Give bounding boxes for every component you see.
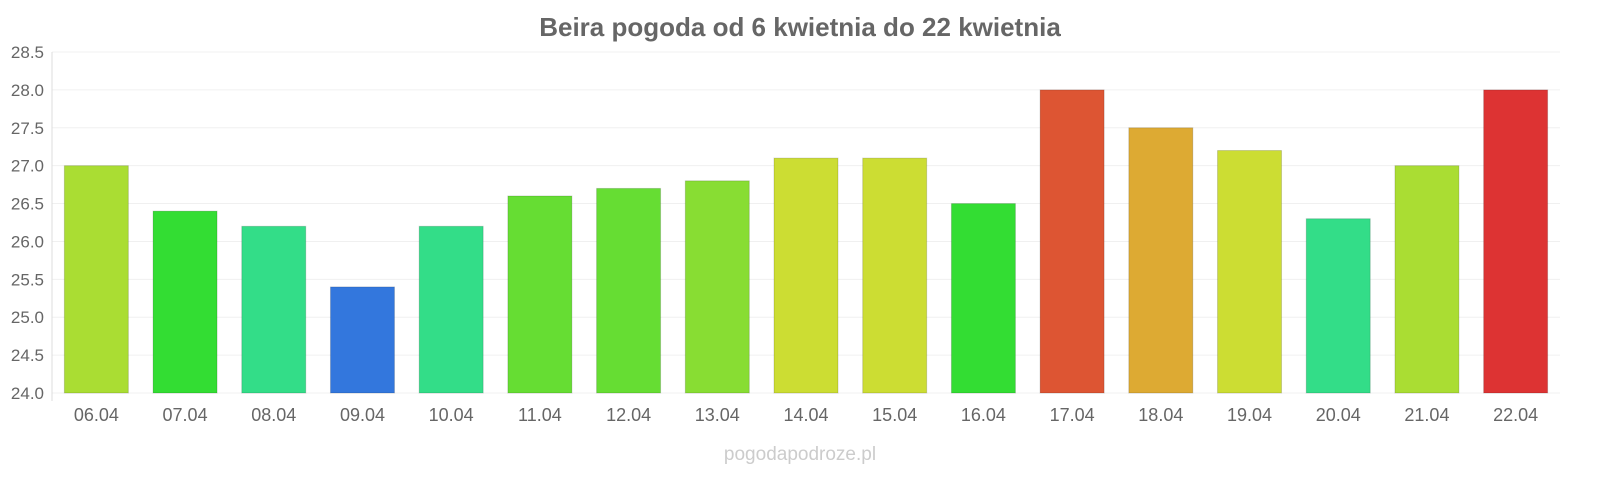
bar-20.04[interactable]: [1305, 218, 1371, 394]
y-tick-label: 28.0: [11, 81, 44, 100]
x-tick-label: 11.04: [518, 405, 562, 425]
bar-14.04[interactable]: [773, 157, 839, 394]
x-tick-label: 18.04: [1138, 405, 1183, 425]
bar-21.04[interactable]: [1394, 165, 1460, 394]
bar-16.04[interactable]: [950, 203, 1016, 394]
bar-18.04[interactable]: [1128, 127, 1194, 394]
y-tick-label: 25.5: [11, 270, 44, 289]
bar-19.04[interactable]: [1217, 150, 1283, 394]
bar-22.04[interactable]: [1483, 89, 1549, 394]
bar-10.04[interactable]: [418, 225, 484, 394]
x-tick-label: 10.04: [429, 405, 474, 425]
y-tick-label: 27.0: [11, 157, 44, 176]
x-tick-label: 20.04: [1316, 405, 1361, 425]
bar-06.04[interactable]: [63, 165, 129, 394]
x-tick-label: 12.04: [606, 405, 651, 425]
y-tick-label: 26.0: [11, 232, 44, 251]
x-tick-label: 19.04: [1227, 405, 1272, 425]
x-tick-label: 21.04: [1404, 405, 1449, 425]
x-tick-label: 17.04: [1050, 405, 1095, 425]
chart-title: Beira pogoda od 6 kwietnia do 22 kwietni…: [539, 12, 1061, 42]
bar-17.04[interactable]: [1039, 89, 1105, 394]
bar-07.04[interactable]: [152, 210, 218, 394]
bar-12.04[interactable]: [596, 187, 662, 394]
bar-15.04[interactable]: [862, 157, 928, 394]
y-tick-label: 24.0: [11, 384, 44, 403]
x-tick-label: 08.04: [251, 405, 296, 425]
bar-08.04[interactable]: [241, 225, 307, 394]
y-tick-label: 26.5: [11, 195, 44, 214]
credit-watermark: pogodapodroze.pl: [724, 444, 876, 465]
x-tick-label: 22.04: [1493, 405, 1538, 425]
x-tick-label: 16.04: [961, 405, 1006, 425]
x-tick-label: 09.04: [340, 405, 385, 425]
x-tick-label: 13.04: [695, 405, 740, 425]
y-tick-label: 25.0: [11, 308, 44, 327]
x-tick-label: 14.04: [783, 405, 828, 425]
x-tick-label: 15.04: [872, 405, 917, 425]
x-tick-label: 06.04: [74, 405, 119, 425]
y-tick-label: 27.5: [11, 119, 44, 138]
x-tick-label: 07.04: [163, 405, 208, 425]
y-tick-label: 24.5: [11, 346, 44, 365]
bar-11.04[interactable]: [507, 195, 573, 394]
y-tick-label: 28.5: [11, 43, 44, 62]
bar-09.04[interactable]: [329, 286, 395, 394]
bar-13.04[interactable]: [684, 180, 750, 394]
